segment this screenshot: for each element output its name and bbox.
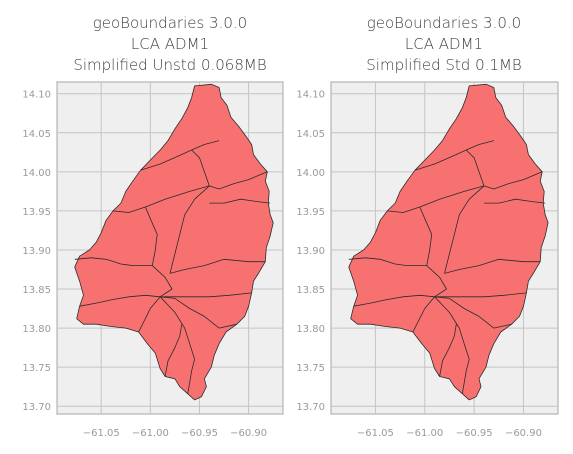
district-boundary <box>169 185 210 274</box>
map-panel-2: geoBoundaries 3.0.0 LCA ADM1 Simplified St… <box>296 14 559 439</box>
district-boundary <box>160 296 237 329</box>
district-boundary <box>159 296 195 360</box>
district-boundary <box>434 296 512 329</box>
y-tick-label: 13.85 <box>22 285 51 296</box>
chart-title-line: Simplified Unstd 0.068MB <box>73 56 266 74</box>
district-boundary <box>484 198 546 204</box>
chart-title-line: LCA ADM1 <box>131 35 209 53</box>
y-tick-label: 13.90 <box>296 246 325 257</box>
district-boundary <box>414 149 467 171</box>
x-tick-label: −60.90 <box>505 428 542 439</box>
district-boundary <box>353 294 435 307</box>
district-boundary <box>138 296 161 333</box>
district-boundary <box>434 296 470 360</box>
y-tick-label: 13.70 <box>22 402 51 413</box>
district-boundary <box>191 140 220 151</box>
district-boundary <box>444 258 541 274</box>
y-tick-label: 13.95 <box>22 207 51 218</box>
district-boundary <box>209 171 268 190</box>
y-tick-label: 14.00 <box>296 168 325 179</box>
district-boundary <box>112 185 210 213</box>
district-boundary <box>465 149 485 187</box>
x-tick-label: −60.95 <box>181 428 218 439</box>
y-tick-label: 13.70 <box>296 402 325 413</box>
district-boundary <box>140 149 192 171</box>
y-tick-label: 14.10 <box>296 90 325 101</box>
district-boundary <box>483 171 543 190</box>
district-boundary <box>348 257 427 266</box>
district-boundary <box>152 265 173 298</box>
x-tick-label: −60.90 <box>230 428 267 439</box>
y-tick-label: 14.10 <box>22 90 51 101</box>
district-boundary <box>434 292 527 298</box>
district-boundary <box>164 324 183 377</box>
y-tick-label: 13.80 <box>296 324 325 335</box>
district-boundary <box>466 140 494 151</box>
y-tick-label: 13.85 <box>296 285 325 296</box>
y-tick-label: 13.80 <box>22 324 51 335</box>
district-boundary <box>79 294 161 307</box>
district-boundary <box>145 206 158 266</box>
district-boundary <box>439 324 457 377</box>
district-boundary <box>444 185 485 274</box>
district-boundary <box>169 258 266 274</box>
district-boundary <box>160 292 252 298</box>
y-tick-label: 14.00 <box>22 168 51 179</box>
x-tick-label: −61.05 <box>83 428 120 439</box>
district-boundary <box>191 149 210 187</box>
y-tick-label: 14.05 <box>22 129 51 140</box>
district-boundary <box>209 198 271 204</box>
district-boundary <box>461 359 470 394</box>
y-tick-label: 13.75 <box>296 363 325 374</box>
chart-title-line: geoBoundaries 3.0.0 <box>93 14 247 32</box>
district-boundary <box>426 265 447 298</box>
y-tick-label: 13.75 <box>22 363 51 374</box>
district-boundary <box>387 185 485 213</box>
chart-title-line: geoBoundaries 3.0.0 <box>367 14 521 32</box>
x-tick-label: −61.05 <box>357 428 394 439</box>
y-tick-label: 14.05 <box>296 129 325 140</box>
district-boundary <box>419 206 433 266</box>
map-panel-1: geoBoundaries 3.0.0 LCA ADM1 Simplified Un… <box>22 14 284 439</box>
district-boundary <box>74 257 153 266</box>
x-tick-label: −60.95 <box>456 428 493 439</box>
x-tick-label: −61.00 <box>406 428 443 439</box>
x-tick-label: −61.00 <box>132 428 169 439</box>
district-boundary <box>187 359 195 394</box>
y-tick-label: 13.90 <box>22 246 51 257</box>
chart-title-line: LCA ADM1 <box>405 35 483 53</box>
y-tick-label: 13.95 <box>296 207 325 218</box>
chart-title-line: Simplified Std 0.1MB <box>366 56 521 74</box>
district-boundary <box>412 296 435 333</box>
